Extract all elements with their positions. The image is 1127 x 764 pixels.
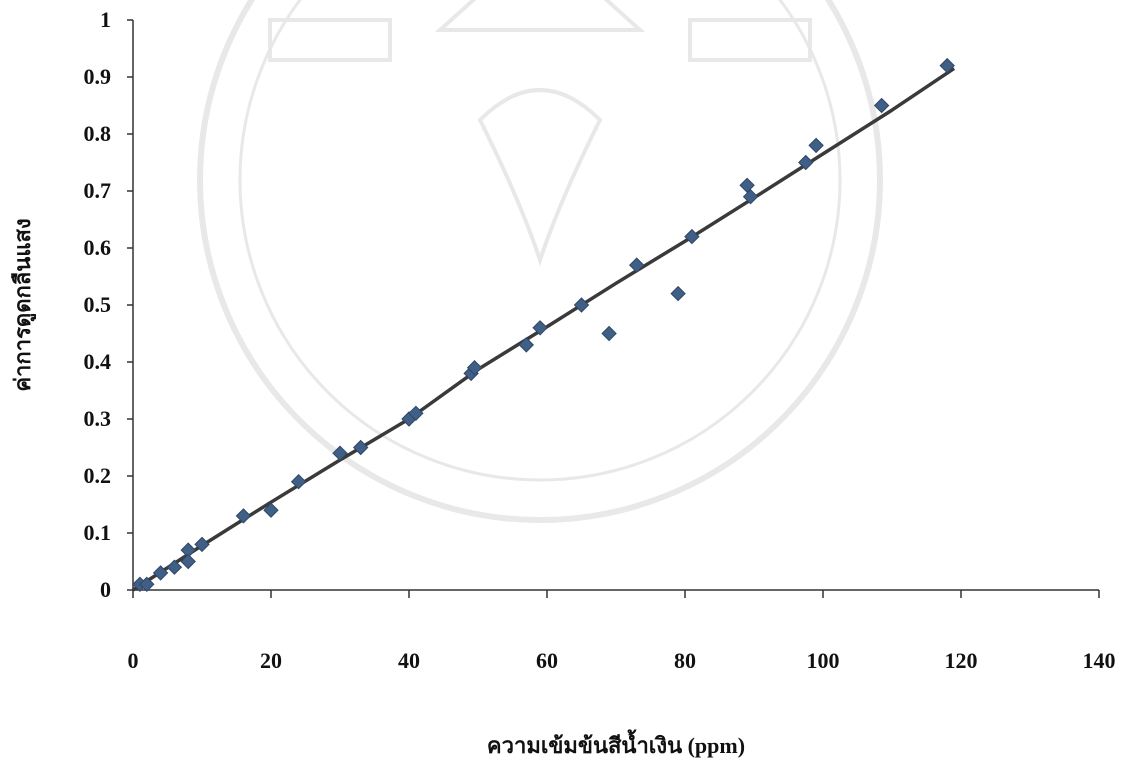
y-tick-label: 0.7 [84, 178, 112, 203]
x-tick-label: 120 [945, 648, 978, 673]
y-tick-label: 0.3 [84, 406, 112, 431]
data-point [332, 445, 348, 461]
data-point [798, 154, 814, 171]
data-point [166, 559, 183, 575]
ticks [127, 19, 1100, 598]
data-point [290, 473, 307, 490]
data-point [152, 565, 169, 581]
y-tick-label: 0.1 [84, 520, 112, 545]
x-tick-label: 0 [128, 648, 139, 673]
data-point [518, 337, 535, 353]
x-tick-label: 40 [398, 648, 420, 673]
y-tick-label: 0.8 [84, 121, 112, 146]
y-tick-label: 0.5 [84, 292, 112, 317]
x-tick-label: 20 [260, 648, 282, 673]
tick-labels: 0 0.1 0.2 0.3 0.4 0.5 0.6 0.7 0.8 0.9 1 0 20 40 60 80 10… [84, 7, 1116, 673]
y-axis-title: ค่าการดูดกลืนแสง [10, 218, 37, 391]
trendline-group [132, 66, 956, 592]
y-tick-label: 0.9 [84, 64, 112, 89]
x-tick-label: 60 [536, 648, 558, 673]
y-tick-label: 0 [100, 577, 111, 602]
trendline [132, 66, 956, 592]
data-point [573, 297, 590, 313]
data-point [628, 257, 645, 273]
data-point [670, 285, 686, 302]
data-point [235, 508, 252, 524]
data-points [132, 57, 955, 593]
y-tick-label: 0.2 [84, 463, 112, 488]
data-point [684, 228, 700, 245]
x-axis-title: ความเข้มข้นสีน้ำเงิน (ppm) [487, 729, 745, 758]
watermark-seal [197, 0, 883, 523]
x-tick-label: 80 [674, 648, 696, 673]
data-point [808, 137, 824, 154]
y-tick-label: 0.4 [84, 349, 112, 374]
x-tick-label: 140 [1083, 648, 1116, 673]
data-point [466, 359, 483, 376]
data-point [139, 576, 155, 593]
axes [132, 20, 1099, 591]
data-point [939, 57, 955, 74]
y-tick-label: 0.6 [84, 235, 112, 260]
data-point [873, 97, 890, 114]
data-point [263, 502, 279, 518]
x-tick-label: 100 [807, 648, 840, 673]
data-point [739, 177, 755, 194]
data-point [180, 553, 196, 570]
y-tick-label: 1 [100, 7, 111, 32]
data-point [352, 439, 369, 456]
data-point [742, 188, 759, 205]
data-point [532, 320, 548, 336]
data-point [408, 405, 424, 422]
data-point [601, 325, 617, 342]
data-point [194, 536, 210, 553]
